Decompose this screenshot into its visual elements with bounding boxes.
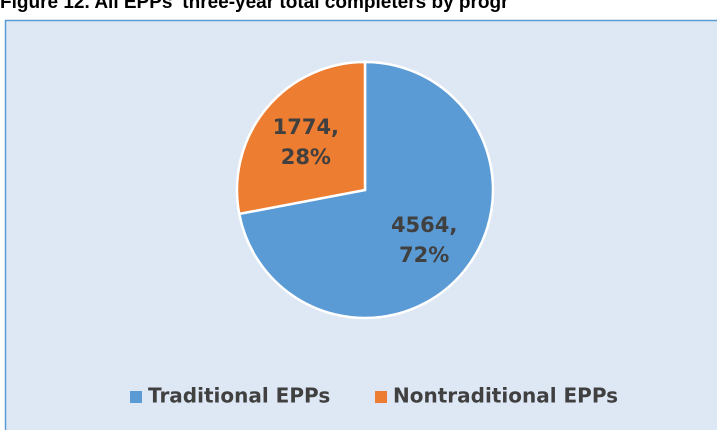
data-label: 4564, — [391, 213, 457, 237]
legend-swatch — [375, 391, 387, 403]
data-label: 1774, — [273, 115, 339, 139]
pie-slice — [235, 60, 367, 216]
data-label: 28% — [281, 145, 331, 169]
legend-label: Traditional EPPs — [148, 384, 330, 408]
chart-title: Figure 12. All EPPs' three-year total co… — [0, 0, 509, 13]
data-label: 72% — [399, 243, 449, 267]
legend-label: Nontraditional EPPs — [393, 384, 618, 408]
legend-swatch — [130, 391, 142, 403]
